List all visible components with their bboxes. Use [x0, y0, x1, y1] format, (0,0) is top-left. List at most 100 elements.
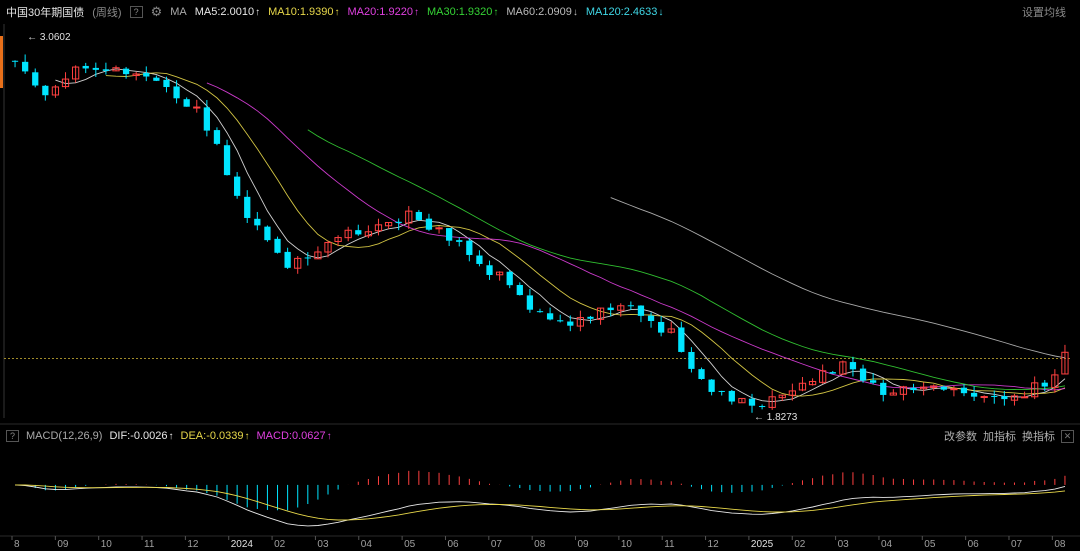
candle-body-up: [919, 386, 928, 390]
ma20-line: [206, 82, 1066, 391]
candle-body-down: [678, 327, 685, 352]
candle-body-down: [557, 320, 564, 322]
candle-body-up: [667, 328, 675, 333]
dea-line: [14, 484, 1066, 521]
candle-body-up: [495, 271, 504, 276]
candle-body-up: [930, 385, 938, 389]
candle-body-down: [415, 211, 422, 220]
x-tick-label: 2024: [231, 539, 254, 550]
candle-body-down: [203, 107, 210, 131]
candle-body-down: [11, 60, 19, 62]
candle-body-up: [950, 388, 958, 391]
candle-body-down: [647, 315, 655, 321]
x-tick-label: 06: [968, 539, 980, 550]
instrument-title: 中国30年期国债: [6, 7, 85, 19]
candle-body-down: [880, 382, 887, 395]
swap-indicator-button[interactable]: 换指标: [1022, 431, 1055, 443]
macd-label: MACD(12,26,9): [26, 430, 103, 442]
x-tick-label: 12: [708, 539, 720, 550]
candle-body-up: [1020, 396, 1029, 399]
candle-body-down: [264, 226, 271, 241]
add-indicator-button[interactable]: 加指标: [983, 431, 1016, 443]
candle-body-down: [748, 398, 756, 406]
candle-body-down: [122, 68, 130, 75]
x-tick-label: 03: [838, 539, 850, 550]
help-icon[interactable]: ?: [129, 6, 143, 18]
x-tick-label: 03: [317, 539, 329, 550]
candle-body-up: [193, 106, 201, 109]
close-icon[interactable]: ✕: [1061, 429, 1074, 443]
x-tick-label: 11: [664, 539, 675, 550]
candle-body-up: [788, 390, 797, 396]
ma20-value: MA20:1.9220↑: [347, 6, 419, 18]
x-tick-label: 07: [1011, 539, 1023, 550]
candle-body-up: [324, 242, 332, 253]
x-tick-label: 04: [881, 539, 893, 550]
candle-body-down: [456, 240, 463, 242]
candle-body-down: [234, 176, 241, 196]
candle-body-up: [112, 67, 120, 72]
candle-body-down: [183, 99, 190, 107]
macd-toggle-icon[interactable]: ?: [6, 430, 20, 442]
x-tick-label: 06: [447, 539, 459, 550]
ma-label: MA: [170, 6, 187, 18]
x-tick-label: 05: [924, 539, 936, 550]
candle-body-up: [132, 73, 140, 76]
candle-body-down: [476, 255, 483, 264]
candle-body-down: [970, 392, 978, 397]
candle-body-up: [889, 392, 897, 396]
candle-body-down: [173, 86, 180, 99]
x-tick-label: 02: [794, 539, 806, 550]
x-tick-label: 12: [187, 539, 199, 550]
candle-body-up: [364, 231, 373, 237]
candle-body-up: [778, 394, 786, 399]
macd-header: ? MACD(12,26,9) DIF:-0.0026↑ DEA:-0.0339…: [0, 427, 1080, 445]
x-tick-label: 02: [274, 539, 286, 550]
ma30-value: MA30:1.9320↑: [426, 6, 499, 18]
candle-body-down: [284, 251, 291, 268]
candle-body-up: [596, 307, 605, 320]
ma-settings-button[interactable]: 设置均线: [1022, 7, 1066, 19]
candle-body-up: [294, 257, 302, 269]
candle-body-down: [960, 387, 968, 394]
candle-body-down: [163, 79, 170, 88]
candle-body-up: [344, 229, 352, 239]
candle-body-up: [617, 305, 625, 311]
period-label[interactable]: (周线): [92, 7, 122, 19]
candle-body-up: [71, 66, 80, 80]
candle-body-down: [244, 196, 251, 218]
x-tick-label: 08: [1054, 539, 1066, 550]
candle-body-down: [536, 311, 544, 313]
candle-body-down: [1041, 382, 1048, 387]
candle-body-down: [607, 307, 614, 311]
candle-body-down: [395, 221, 402, 223]
candle-body-down: [718, 390, 725, 392]
candle-body-down: [274, 238, 281, 253]
candle-body-down: [254, 218, 261, 226]
candle-body-down: [304, 257, 311, 259]
candle-body-up: [374, 224, 383, 232]
x-tick-label: 08: [534, 539, 546, 550]
candle-body-down: [506, 271, 513, 286]
ma30-up-arrow-icon: ↑: [493, 7, 499, 18]
candle-body-down: [223, 145, 231, 176]
x-tick-label: 10: [101, 539, 113, 550]
change-params-button[interactable]: 改参数: [944, 431, 977, 443]
ma5-value: MA5:2.0010↑: [194, 6, 261, 18]
dif-value: DIF:-0.0026↑: [109, 430, 174, 442]
candle-body-up: [314, 251, 322, 260]
x-tick-label: 04: [361, 539, 373, 550]
candle-body-down: [1001, 396, 1008, 400]
candle-body-down: [526, 295, 534, 310]
candle-body-down: [849, 362, 857, 370]
candle-body-up: [435, 227, 443, 230]
ma60-down-arrow-icon: ↓: [572, 7, 578, 18]
gear-icon[interactable]: ⚙: [150, 4, 163, 19]
indicator-toolbar: 改参数 加指标 换指标 ✕: [944, 428, 1074, 444]
candle-body-up: [1010, 395, 1019, 401]
candle-body-up: [334, 237, 342, 242]
dea-up-arrow-icon: ↑: [244, 431, 250, 442]
candle-body-up: [808, 380, 817, 386]
x-tick-label: 07: [491, 539, 503, 550]
